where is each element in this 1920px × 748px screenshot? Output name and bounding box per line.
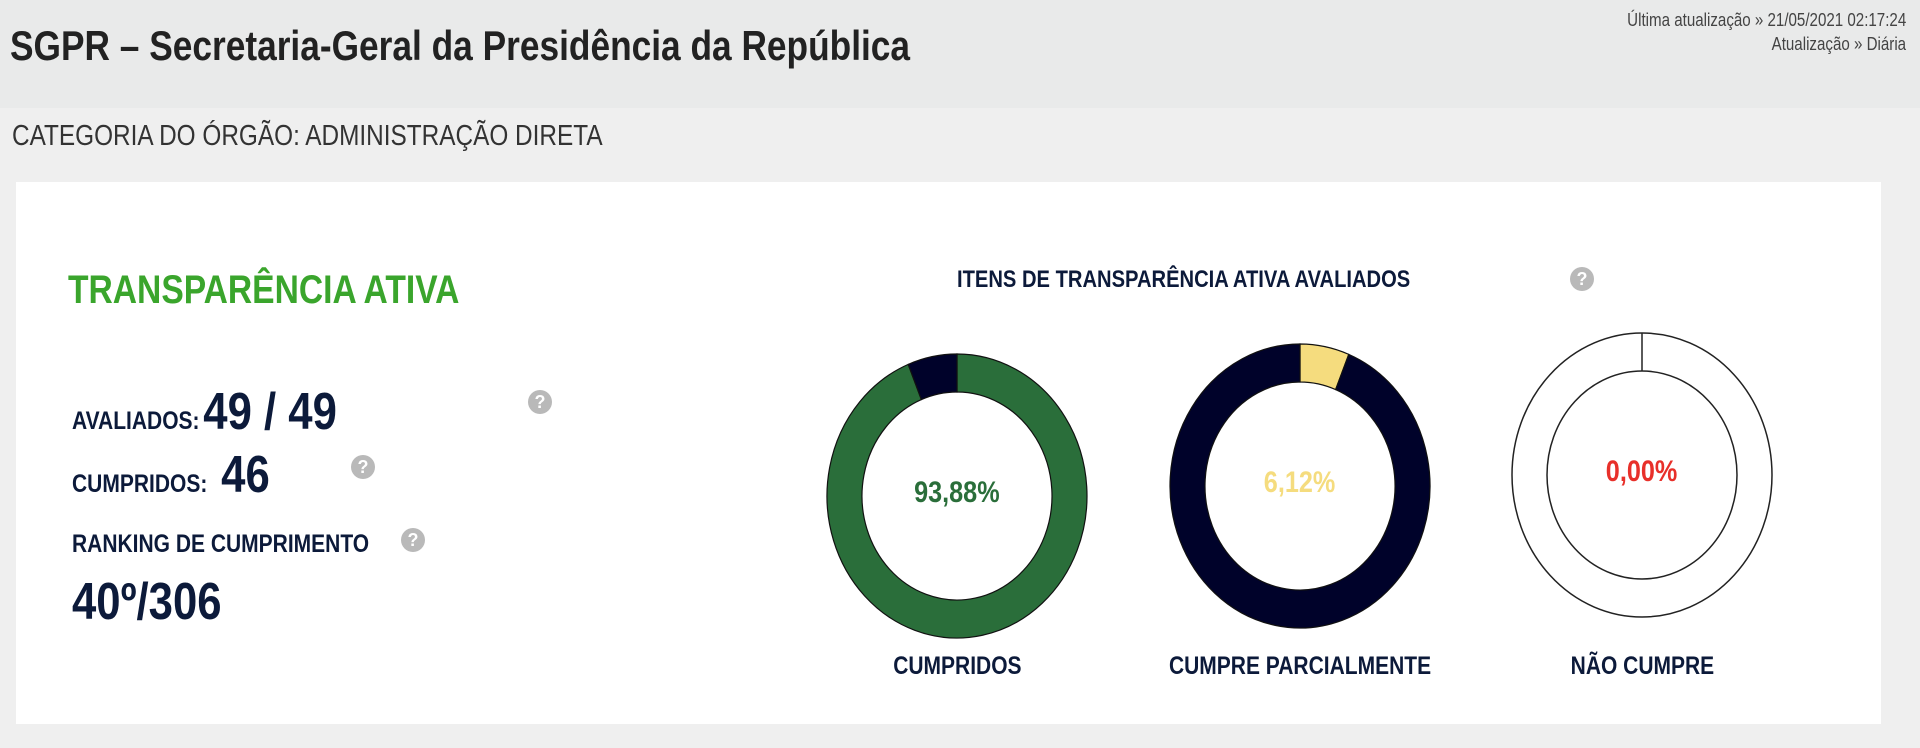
section-title: TRANSPARÊNCIA ATIVA <box>68 268 460 312</box>
fulfilled-value: 46 <box>221 446 270 504</box>
donut-label: CUMPRIDOS <box>892 652 1022 680</box>
ranking-value: 40º/306 <box>72 573 222 631</box>
update-frequency: Atualização » Diária <box>1771 34 1906 54</box>
chart-title: ITENS DE TRANSPARÊNCIA ATIVA AVALIADOS <box>957 266 1411 293</box>
help-icon[interactable]: ? <box>401 528 425 552</box>
fulfilled-label: CUMPRIDOS: <box>72 470 208 498</box>
ranking-label: RANKING DE CUMPRIMENTO <box>72 530 370 558</box>
donut-slice-rest <box>1169 343 1431 629</box>
donut-slice-value <box>826 353 1088 639</box>
donut-label: CUMPRE PARCIALMENTE <box>1168 652 1432 680</box>
page-title: SGPR – Secretaria-Geral da Presidência d… <box>10 22 911 69</box>
evaluated-value: 49 / 49 <box>203 383 337 441</box>
donut-percentage: 93,88% <box>914 476 1000 509</box>
donut-percentage: 0,00% <box>1606 455 1678 488</box>
update-info: Última atualização » 21/05/2021 02:17:24… <box>1574 8 1906 56</box>
evaluated-row: AVALIADOS: 49 / 49 <box>72 382 387 442</box>
donut-label: NÃO CUMPRE <box>1570 652 1714 680</box>
page-header <box>0 0 1920 108</box>
help-icon[interactable]: ? <box>351 455 375 479</box>
donut-slice-rest <box>907 353 958 401</box>
organ-category: CATEGORIA DO ÓRGÃO: ADMINISTRAÇÃO DIRETA <box>12 120 603 152</box>
fulfilled-row: CUMPRIDOS: 46 <box>72 445 307 505</box>
help-icon[interactable]: ? <box>528 390 552 414</box>
donut-percentage: 6,12% <box>1264 466 1336 499</box>
help-icon[interactable]: ? <box>1570 267 1594 291</box>
evaluated-label: AVALIADOS: <box>72 407 200 435</box>
last-update: Última atualização » 21/05/2021 02:17:24 <box>1626 10 1906 30</box>
